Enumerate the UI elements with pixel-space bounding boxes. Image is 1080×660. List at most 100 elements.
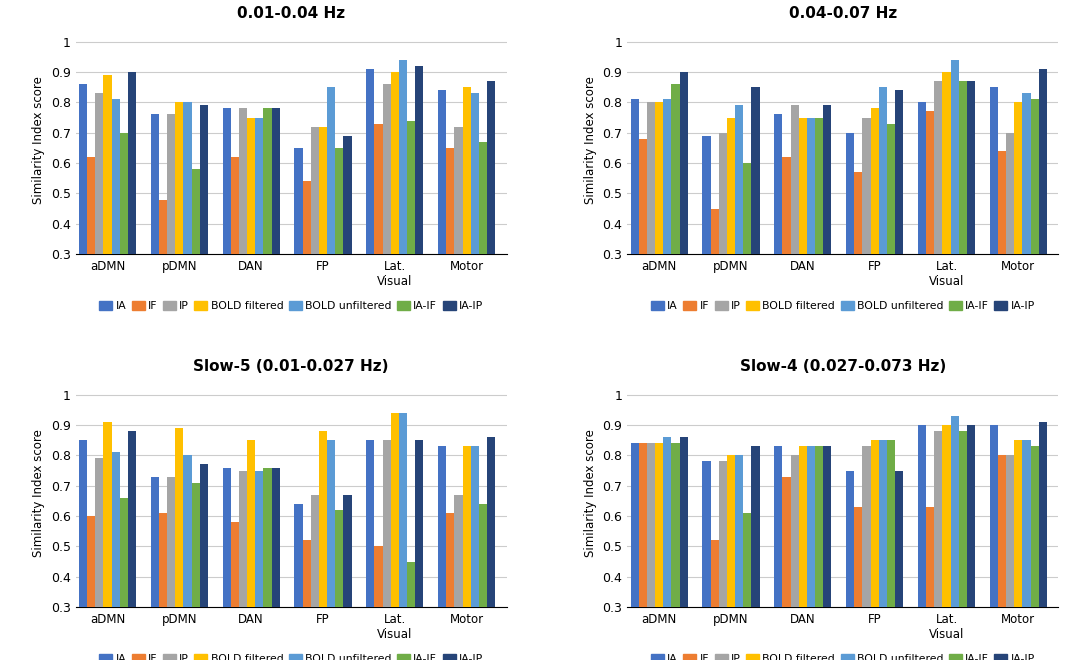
Bar <box>672 84 679 345</box>
Bar <box>1039 69 1047 345</box>
Bar <box>264 467 271 660</box>
Legend: IA, IF, IP, BOLD filtered, BOLD unfiltered, IA-IF, IA-IP: IA, IF, IP, BOLD filtered, BOLD unfilter… <box>651 653 1035 660</box>
Bar <box>846 471 854 660</box>
Bar <box>631 99 638 345</box>
Bar <box>934 431 943 660</box>
Bar <box>343 495 351 660</box>
Bar <box>247 117 255 345</box>
Bar <box>854 507 863 660</box>
Bar <box>943 425 950 660</box>
Bar <box>752 87 759 345</box>
Bar <box>638 444 647 660</box>
Bar <box>295 504 302 660</box>
Bar <box>799 117 807 345</box>
Bar <box>647 102 656 345</box>
Bar <box>302 182 311 345</box>
Bar <box>879 440 887 660</box>
Bar <box>719 133 727 345</box>
Bar <box>967 425 975 660</box>
Bar <box>120 133 127 345</box>
Bar <box>455 495 462 660</box>
Bar <box>990 425 998 660</box>
Bar <box>159 513 167 660</box>
Bar <box>366 69 375 345</box>
Bar <box>719 461 727 660</box>
Bar <box>478 142 487 345</box>
Bar <box>399 60 407 345</box>
Bar <box>943 72 950 345</box>
Bar <box>870 108 879 345</box>
Title: Slow-5 (0.01-0.027 Hz): Slow-5 (0.01-0.027 Hz) <box>193 359 389 374</box>
Bar <box>950 60 959 345</box>
Bar <box>222 108 231 345</box>
Bar <box>638 139 647 345</box>
Bar <box>1030 99 1039 345</box>
Bar <box>702 461 711 660</box>
Bar <box>438 446 446 660</box>
Bar <box>191 169 200 345</box>
Bar <box>382 84 391 345</box>
Bar <box>200 465 207 660</box>
Bar <box>799 446 807 660</box>
Legend: IA, IF, IP, BOLD filtered, BOLD unfiltered, IA-IF, IA-IP: IA, IF, IP, BOLD filtered, BOLD unfilter… <box>99 653 483 660</box>
Bar <box>807 446 815 660</box>
Bar <box>631 444 638 660</box>
Bar <box>815 446 823 660</box>
Bar <box>870 440 879 660</box>
Bar <box>302 541 311 660</box>
Bar <box>656 444 663 660</box>
Bar <box>934 81 943 345</box>
Bar <box>774 114 783 345</box>
Bar <box>120 498 127 660</box>
Bar <box>471 446 478 660</box>
Bar <box>151 477 159 660</box>
Bar <box>95 93 104 345</box>
Bar <box>167 114 175 345</box>
Bar <box>415 440 423 660</box>
Bar <box>998 455 1007 660</box>
Bar <box>727 117 735 345</box>
Bar <box>311 495 319 660</box>
Bar <box>823 446 832 660</box>
Bar <box>679 437 688 660</box>
Bar <box>175 428 184 660</box>
Bar <box>271 467 280 660</box>
Y-axis label: Similarity Index score: Similarity Index score <box>584 430 597 557</box>
Bar <box>319 431 327 660</box>
Bar <box>446 148 455 345</box>
Bar <box>478 504 487 660</box>
Bar <box>854 172 863 345</box>
Bar <box>927 507 934 660</box>
Bar <box>111 452 120 660</box>
Bar <box>711 209 719 345</box>
Bar <box>487 81 496 345</box>
Bar <box>127 431 136 660</box>
Bar <box>663 437 672 660</box>
Title: 0.04-0.07 Hz: 0.04-0.07 Hz <box>788 6 897 21</box>
Bar <box>927 112 934 345</box>
Bar <box>895 471 903 660</box>
Bar <box>887 440 895 660</box>
Bar <box>327 440 335 660</box>
Bar <box>791 106 799 345</box>
Bar <box>247 440 255 660</box>
Bar <box>918 102 927 345</box>
Bar <box>783 477 791 660</box>
Bar <box>167 477 175 660</box>
Bar <box>327 87 335 345</box>
Bar <box>295 148 302 345</box>
Bar <box>807 117 815 345</box>
Bar <box>774 446 783 660</box>
Bar <box>184 455 191 660</box>
Bar <box>1014 102 1023 345</box>
Bar <box>111 99 120 345</box>
Bar <box>990 87 998 345</box>
Bar <box>184 102 191 345</box>
Bar <box>711 541 719 660</box>
Bar <box>791 455 799 660</box>
Bar <box>87 516 95 660</box>
Legend: IA, IF, IP, BOLD filtered, BOLD unfiltered, IA-IF, IA-IP: IA, IF, IP, BOLD filtered, BOLD unfilter… <box>651 300 1035 311</box>
Bar <box>335 148 343 345</box>
Bar <box>918 425 927 660</box>
Bar <box>271 108 280 345</box>
